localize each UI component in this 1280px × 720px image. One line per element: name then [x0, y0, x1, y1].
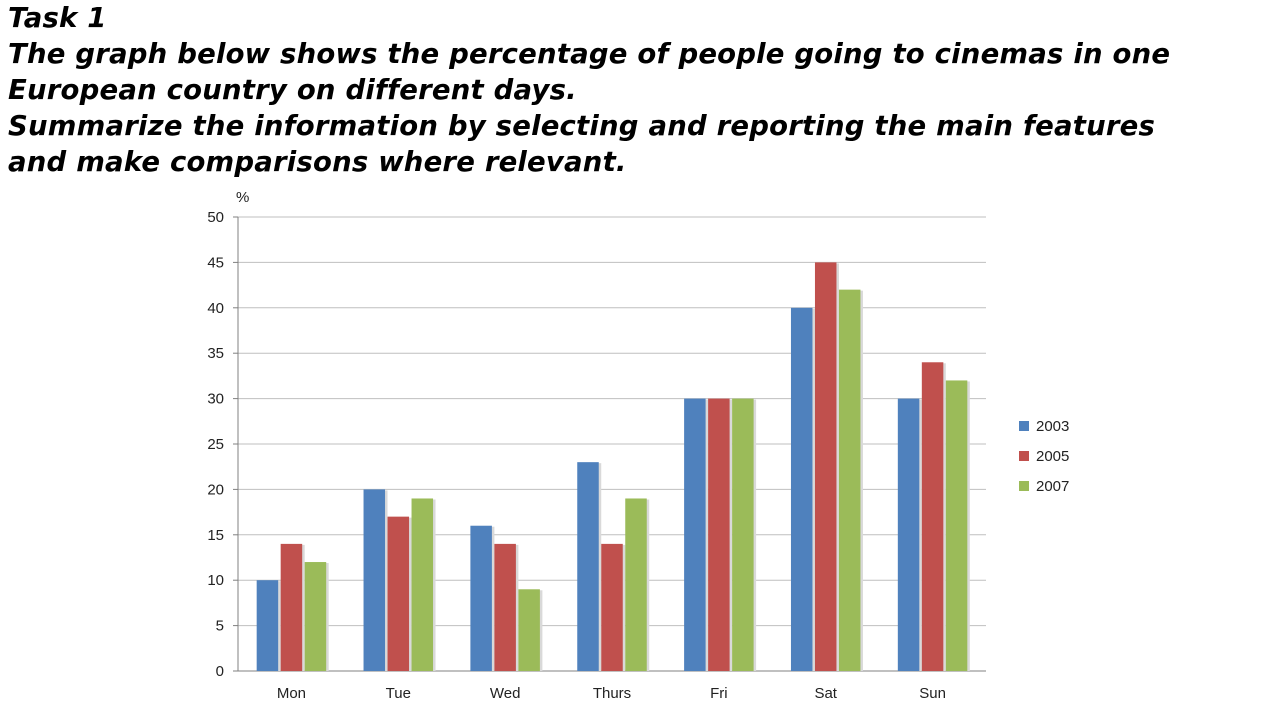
legend-label-2007: 2007: [1036, 478, 1069, 495]
bar-2005-sat: [814, 262, 837, 671]
x-category-labels: Mon Tue Wed Thurs Fri Sat Sun: [277, 685, 946, 702]
y-tick-label: 25: [207, 436, 224, 453]
bar-2003-mon: [256, 580, 279, 671]
x-category-label: Sun: [919, 685, 946, 702]
bar-2003-sun: [897, 398, 920, 671]
bar-2005-wed: [494, 543, 516, 671]
y-tick-label: 0: [216, 663, 224, 680]
x-category-label: Tue: [386, 685, 411, 702]
y-tick-labels: 0 5 10 15 20 25 30 35 40 45 50: [207, 209, 224, 680]
task-line-2: European country on different days.: [8, 74, 577, 106]
bar-2007-sat: [838, 289, 861, 671]
y-tick-label: 20: [207, 481, 224, 498]
y-tick-label: 45: [207, 254, 224, 271]
y-tick-label: 50: [207, 209, 224, 226]
legend-swatch-2007: [1019, 481, 1029, 491]
bar-2003-fri: [684, 398, 706, 671]
task-heading: Task 1: [8, 2, 107, 34]
y-tick-label: 35: [207, 345, 224, 362]
legend-swatch-2005: [1019, 451, 1029, 461]
bar-2003-sat: [790, 307, 813, 671]
bar-2003-thurs: [577, 462, 599, 671]
bar-2005-fri: [708, 398, 730, 671]
legend-label-2005: 2005: [1036, 448, 1069, 465]
legend: 2003 2005 2007: [1019, 418, 1069, 495]
x-category-label: Sat: [814, 685, 837, 702]
y-tick-label: 5: [216, 618, 224, 635]
legend-label-2003: 2003: [1036, 418, 1069, 435]
bar-2005-mon: [280, 543, 303, 671]
task-line-4: and make comparisons where relevant.: [8, 146, 627, 178]
task-line-3: Summarize the information by selecting a…: [8, 110, 1156, 142]
x-category-label: Thurs: [593, 685, 631, 702]
y-tick-label: 15: [207, 527, 224, 544]
x-category-label: Mon: [277, 685, 306, 702]
bar-2003-tue: [363, 489, 386, 671]
bar-2007-thurs: [625, 498, 647, 671]
x-category-label: Fri: [710, 685, 728, 702]
bar-2005-sun: [921, 362, 944, 671]
legend-swatch-2003: [1019, 421, 1029, 431]
task-line-1: The graph below shows the percentage of …: [8, 38, 1171, 70]
bar-2007-wed: [518, 589, 540, 671]
y-axis-unit-label: %: [236, 189, 249, 206]
y-tick-label: 40: [207, 300, 224, 317]
bar-2005-thurs: [601, 543, 623, 671]
y-tick-label: 10: [207, 572, 224, 589]
bars: [256, 262, 970, 671]
bar-2007-tue: [411, 498, 434, 671]
x-category-label: Wed: [490, 685, 521, 702]
bar-2007-sun: [945, 380, 968, 671]
bar-2003-wed: [470, 525, 492, 671]
task-prompt: Task 1 The graph below shows the percent…: [8, 0, 1276, 180]
bar-2007-mon: [304, 562, 327, 671]
bar-2005-tue: [387, 516, 410, 671]
y-tick-label: 30: [207, 391, 224, 408]
bar-2007-fri: [732, 398, 754, 671]
